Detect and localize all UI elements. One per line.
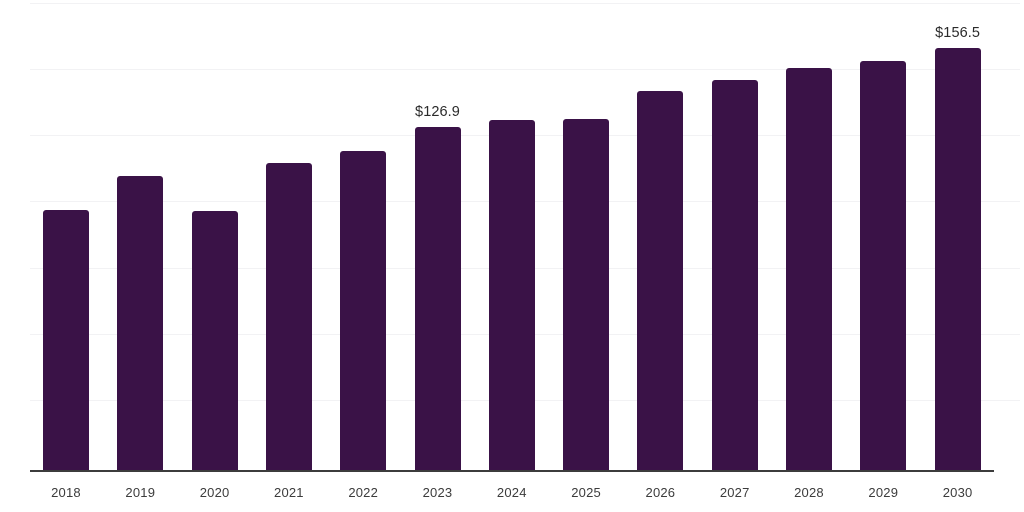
x-tick-label-2022: 2022 bbox=[348, 485, 379, 500]
bar-value-label: $156.5 bbox=[935, 24, 981, 41]
x-tick-label-2029: 2029 bbox=[868, 485, 899, 500]
x-tick-label-2020: 2020 bbox=[199, 485, 230, 500]
x-tick-label-2018: 2018 bbox=[51, 485, 81, 500]
bar[interactable] bbox=[191, 211, 238, 470]
bar[interactable] bbox=[340, 150, 387, 470]
x-tick-label-2027: 2027 bbox=[719, 485, 750, 500]
bar[interactable] bbox=[414, 127, 461, 470]
bar[interactable] bbox=[860, 61, 907, 470]
bar[interactable] bbox=[43, 210, 89, 470]
x-tick-label-2024: 2024 bbox=[496, 485, 527, 500]
bar[interactable] bbox=[711, 80, 758, 470]
bar[interactable] bbox=[934, 47, 981, 470]
x-tick-label-2028: 2028 bbox=[794, 485, 824, 500]
bar[interactable] bbox=[563, 118, 610, 470]
bar[interactable] bbox=[637, 91, 684, 470]
x-tick-label-2030: 2030 bbox=[942, 485, 973, 500]
x-tick-label-2023: 2023 bbox=[422, 485, 453, 500]
x-tick-label-2021: 2021 bbox=[274, 485, 304, 500]
bar[interactable] bbox=[265, 163, 312, 470]
x-axis-line bbox=[30, 470, 994, 472]
gridline bbox=[30, 69, 1020, 70]
gridline bbox=[30, 3, 1020, 4]
x-tick-label-2025: 2025 bbox=[571, 485, 601, 500]
bar[interactable] bbox=[117, 175, 164, 470]
bar-value-label: $126.9 bbox=[415, 104, 460, 121]
bar[interactable] bbox=[786, 68, 832, 470]
bar[interactable] bbox=[488, 119, 535, 470]
x-tick-label-2026: 2026 bbox=[645, 485, 676, 500]
x-tick-label-2019: 2019 bbox=[125, 485, 156, 500]
